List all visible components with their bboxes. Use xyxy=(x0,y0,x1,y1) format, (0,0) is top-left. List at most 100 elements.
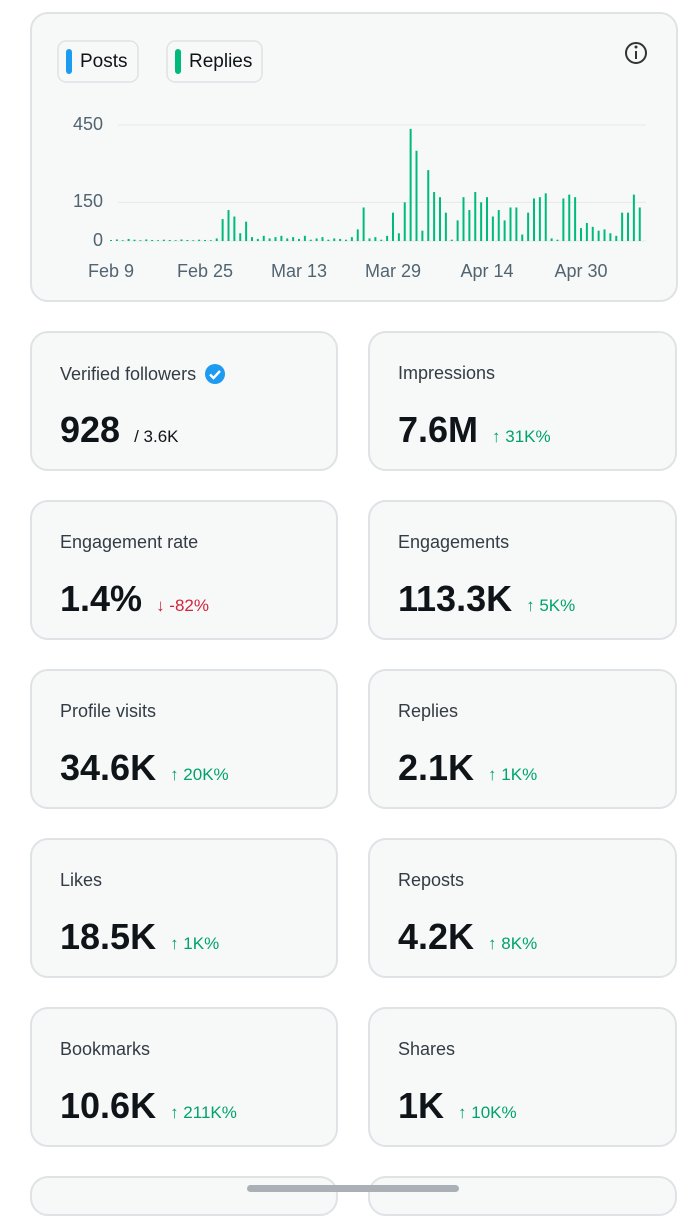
bar xyxy=(198,239,201,241)
stat-change: ↑ 20K% xyxy=(170,765,229,784)
bar xyxy=(192,240,195,241)
stat-value: 4.2K xyxy=(398,916,475,957)
bar xyxy=(421,230,424,241)
bar xyxy=(315,238,318,241)
stat-total: / 3.6K xyxy=(134,427,179,446)
bar xyxy=(638,207,641,241)
stat-card[interactable]: Likes 18.5K ↑ 1K% xyxy=(30,838,338,978)
stat-label-row: Profile visits xyxy=(60,701,156,722)
bar xyxy=(168,239,171,241)
bar xyxy=(597,230,600,241)
bar xyxy=(538,197,541,241)
x-tick-label: Mar 29 xyxy=(365,261,421,281)
bar xyxy=(509,207,512,241)
bar xyxy=(157,240,159,241)
stat-card[interactable]: Engagements 113.3K ↑ 5K% xyxy=(368,500,677,640)
bar xyxy=(621,212,624,241)
stat-value-row: 34.6K ↑ 20K% xyxy=(60,747,229,789)
bar xyxy=(286,238,289,241)
stat-value: 18.5K xyxy=(60,916,157,957)
stat-label: Replies xyxy=(398,701,459,721)
bar xyxy=(174,240,177,241)
bar xyxy=(121,240,124,241)
bar xyxy=(327,239,330,241)
stat-value: 7.6M xyxy=(398,409,479,450)
bar xyxy=(209,240,212,241)
stat-value: 1K xyxy=(398,1085,445,1126)
chart: Posts Replies 0 150 450 Feb 9 Feb 25 Mar 13 Mar … xyxy=(57,40,647,281)
stat-value: 2.1K xyxy=(398,747,475,788)
bar xyxy=(480,202,483,241)
stat-label: Engagement rate xyxy=(60,532,199,552)
bar xyxy=(127,238,130,241)
bar xyxy=(356,229,359,241)
bar xyxy=(450,239,453,241)
bar xyxy=(333,238,336,241)
stat-card[interactable]: Bookmarks 10.6K ↑ 211K% xyxy=(30,1007,338,1147)
legend-chip[interactable] xyxy=(166,40,263,83)
bar xyxy=(503,220,506,241)
bar xyxy=(550,238,553,241)
bar xyxy=(497,210,500,241)
bar xyxy=(280,235,283,241)
stat-change: ↑ 31K% xyxy=(492,427,551,446)
bar xyxy=(603,229,606,241)
stat-label: Profile visits xyxy=(60,701,157,721)
stat-change: ↑ 5K% xyxy=(526,596,576,615)
bar xyxy=(303,235,306,241)
stat-change: ↑ 211K% xyxy=(170,1103,237,1122)
stat-card[interactable]: Shares 1K ↑ 10K% xyxy=(368,1007,677,1147)
bar xyxy=(374,237,377,241)
bar xyxy=(339,238,342,241)
stat-card[interactable]: Impressions 7.6M ↑ 31K% xyxy=(368,331,677,471)
stat-value-row: 1.4% ↓ -82% xyxy=(60,578,209,620)
bar xyxy=(568,194,571,241)
stat-value: 10.6K xyxy=(60,1085,157,1126)
x-tick-label: Apr 30 xyxy=(554,261,607,281)
bar xyxy=(321,237,324,241)
bar xyxy=(110,239,112,241)
stat-value-row: 4.2K ↑ 8K% xyxy=(398,916,537,958)
stat-card[interactable]: Reposts 4.2K ↑ 8K% xyxy=(368,838,677,978)
bar xyxy=(309,239,312,241)
legend-chip[interactable] xyxy=(57,40,139,83)
bar xyxy=(180,239,183,241)
legend-label: Posts xyxy=(80,51,128,72)
stat-card[interactable]: Profile visits 34.6K ↑ 20K% xyxy=(30,669,338,809)
bar xyxy=(527,212,530,241)
bar xyxy=(615,235,618,241)
bar xyxy=(368,238,371,241)
bar xyxy=(292,237,295,241)
home-indicator xyxy=(247,1185,459,1192)
x-tick-label: Feb 25 xyxy=(177,261,233,281)
card-partial xyxy=(368,1176,677,1216)
stat-label-row: Reposts xyxy=(398,870,464,891)
bar xyxy=(221,219,224,241)
stat-card[interactable]: Replies 2.1K ↑ 1K% xyxy=(368,669,677,809)
bar xyxy=(439,197,441,241)
bar xyxy=(627,212,629,241)
bar xyxy=(521,234,524,241)
bar xyxy=(274,237,277,241)
bar xyxy=(227,210,230,241)
bar xyxy=(515,207,518,241)
bar xyxy=(409,128,412,241)
stat-label-row: Impressions xyxy=(398,363,495,384)
stat-card[interactable]: Engagement rate 1.4% ↓ -82% xyxy=(30,500,338,640)
info-icon[interactable] xyxy=(625,42,647,64)
bar xyxy=(468,210,471,241)
card-partial xyxy=(30,1176,338,1216)
bar xyxy=(151,239,154,241)
bar xyxy=(362,207,365,241)
legend-label: Replies xyxy=(189,51,252,72)
y-tick-label: 0 xyxy=(93,230,103,250)
stat-value: 1.4% xyxy=(60,578,143,619)
bar xyxy=(609,233,612,241)
stat-change: ↑ 1K% xyxy=(488,765,538,784)
x-tick-label: Feb 9 xyxy=(88,261,134,281)
bar xyxy=(427,170,430,241)
stat-card[interactable]: Verified followers 928 / 3.6K xyxy=(30,331,338,471)
stat-value: 113.3K xyxy=(398,578,513,619)
bar xyxy=(556,239,559,241)
